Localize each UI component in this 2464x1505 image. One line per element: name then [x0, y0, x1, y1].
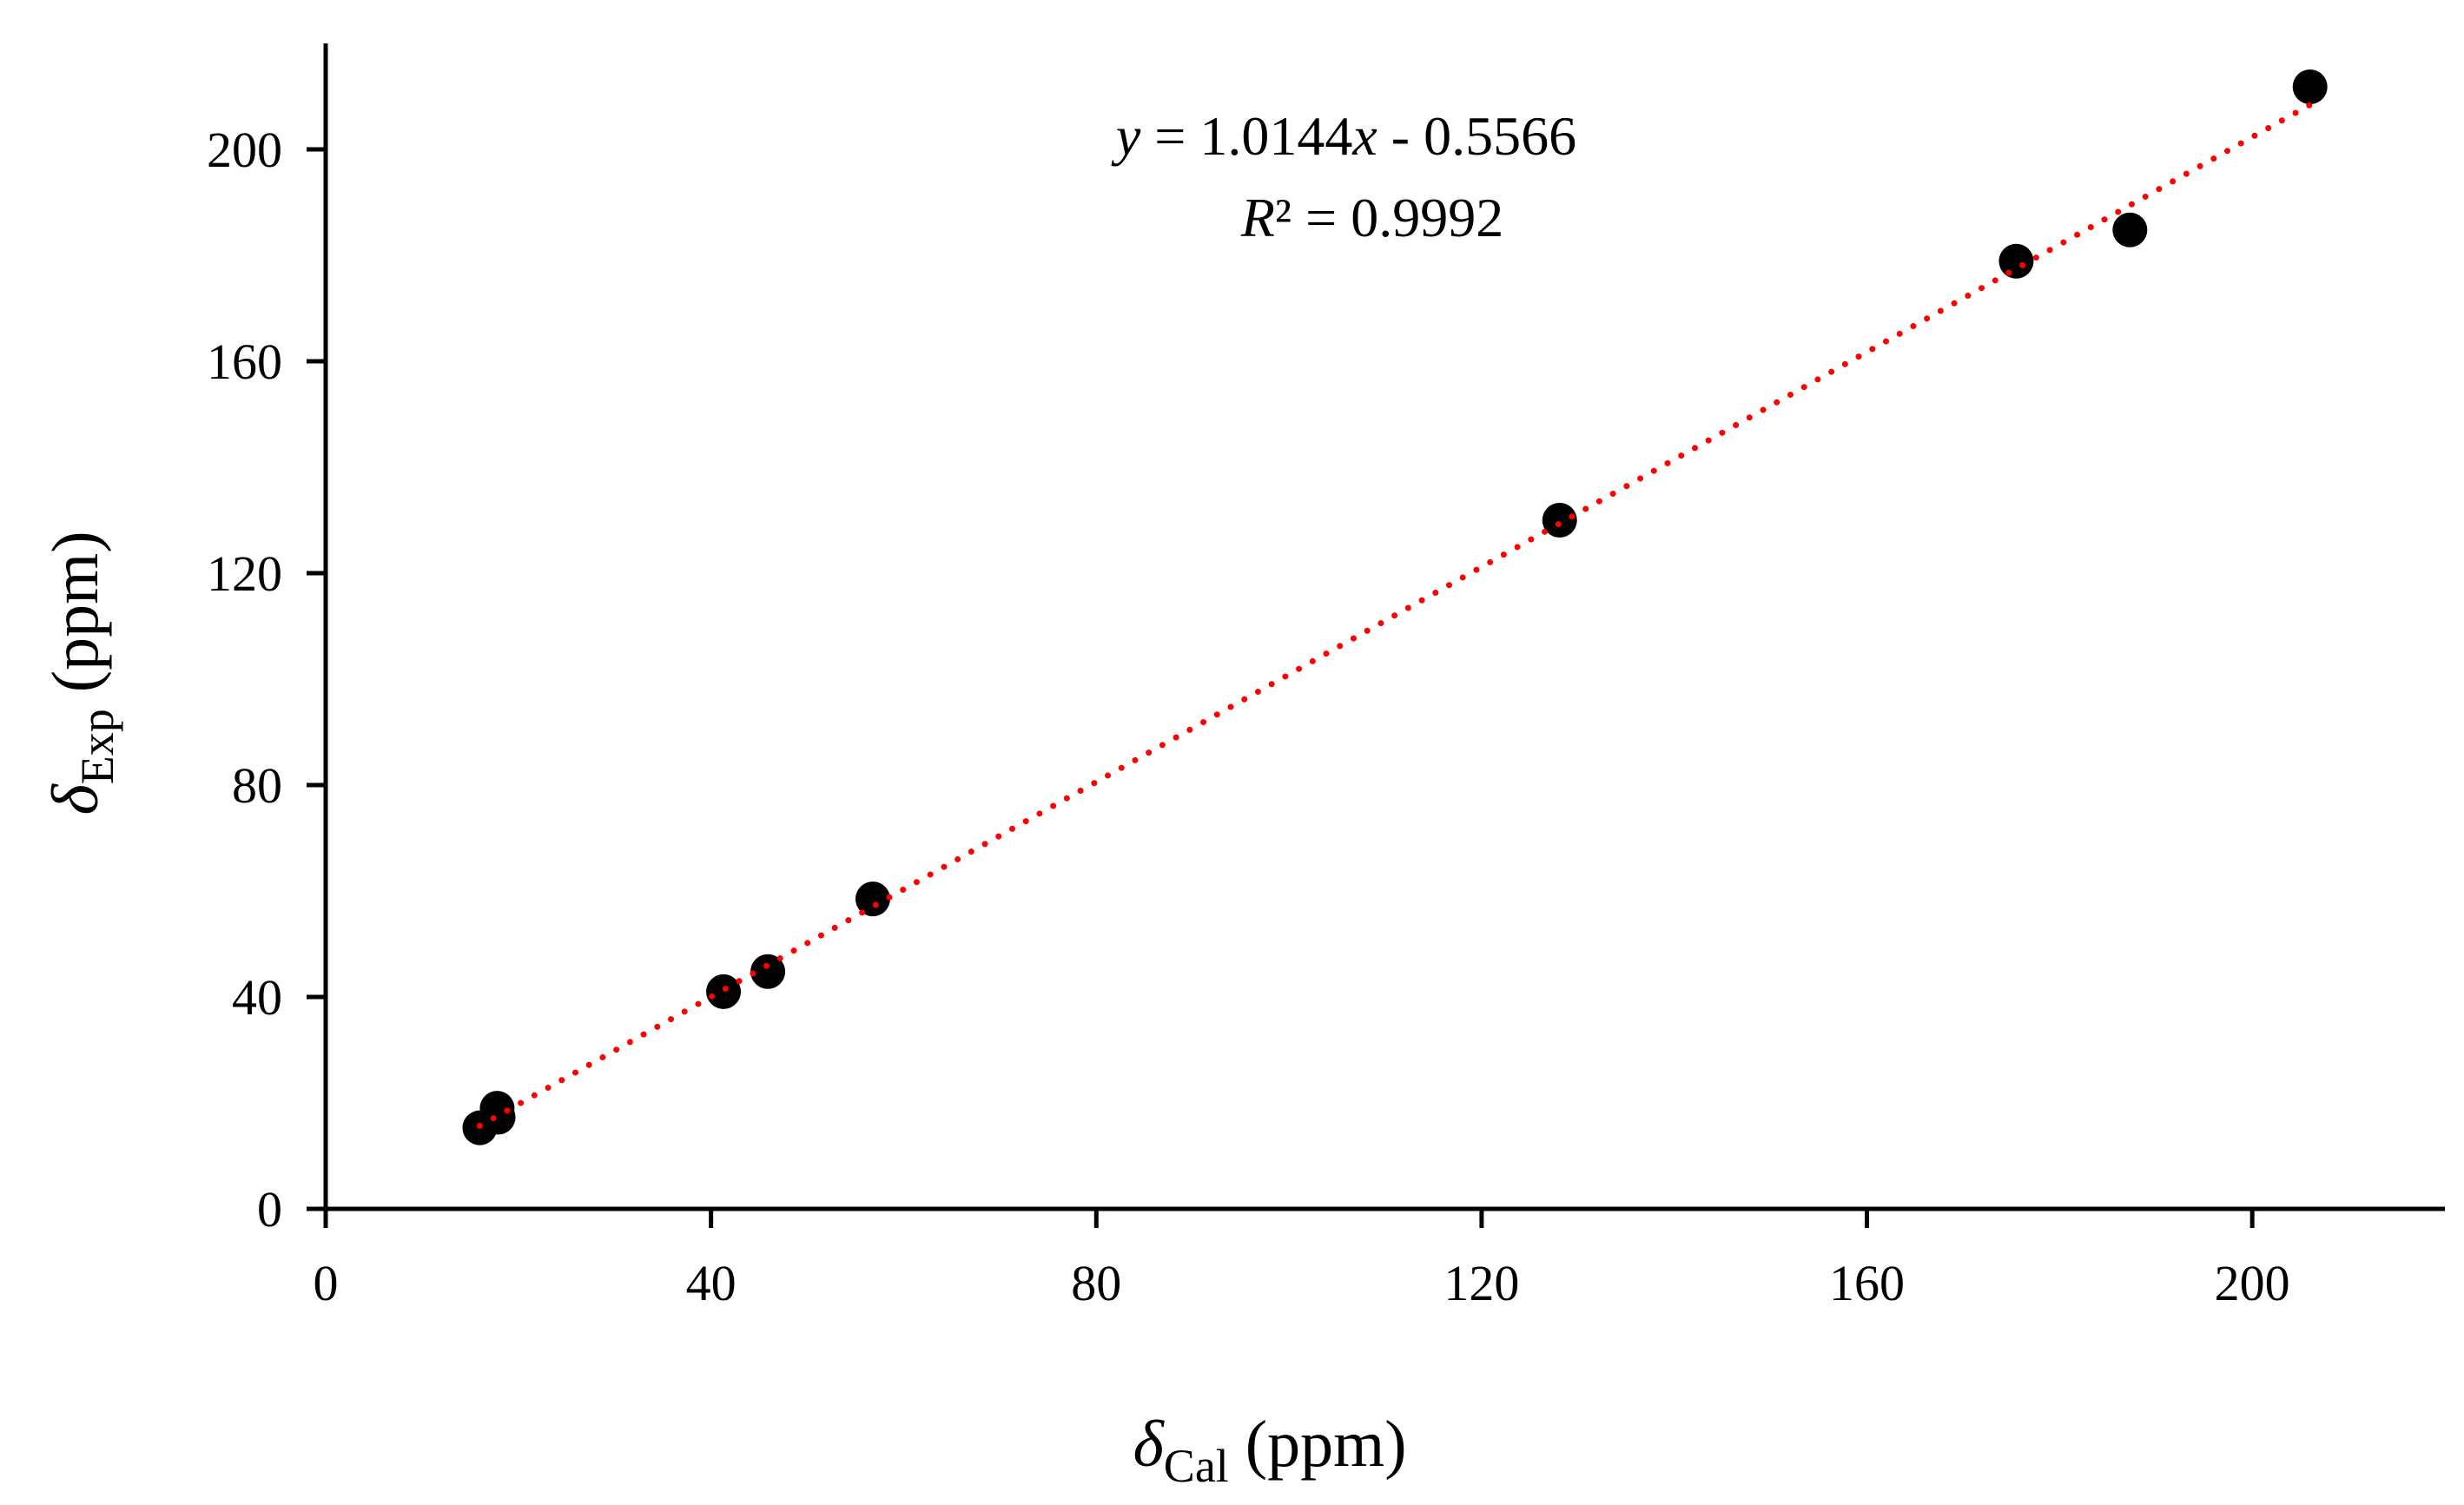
data-point: [855, 881, 890, 917]
y-tick-label: 160: [207, 333, 282, 390]
x-tick-label: 160: [1829, 1255, 1905, 1311]
data-point: [2292, 69, 2328, 105]
y-tick-label: 40: [232, 969, 282, 1026]
trendline: [476, 102, 2314, 1129]
x-tick-label: 0: [314, 1255, 339, 1311]
x-tick-label: 120: [1443, 1255, 1519, 1311]
x-tick-label: 200: [2215, 1255, 2290, 1311]
y-tick-label: 200: [207, 122, 282, 178]
trendline-equation: y = 1.0144x - 0.5566: [1111, 105, 1576, 167]
y-axis-title: δExp (ppm): [39, 531, 123, 815]
y-tick-label: 0: [257, 1181, 282, 1238]
plot-area: 0 40 80 120 160 200 0 40 80 120 160 200: [207, 43, 2445, 1311]
x-tick-label: 40: [686, 1255, 737, 1311]
data-point: [1542, 503, 1577, 538]
data-point: [706, 974, 742, 1009]
r-squared-label: R² = 0.9992: [1240, 187, 1503, 248]
data-points: [462, 69, 2328, 1145]
data-point: [1998, 243, 2034, 279]
y-tick-label: 80: [232, 757, 282, 814]
y-axis-ticks: 0 40 80 120 160 200: [207, 122, 326, 1238]
data-point: [479, 1091, 515, 1126]
x-tick-label: 80: [1071, 1255, 1121, 1311]
y-tick-label: 120: [207, 545, 282, 602]
data-point: [2112, 212, 2148, 248]
x-axis-title: δCal (ppm): [1133, 1408, 1406, 1492]
x-axis-ticks: 0 40 80 120 160 200: [314, 1209, 2290, 1311]
data-point: [750, 954, 786, 989]
